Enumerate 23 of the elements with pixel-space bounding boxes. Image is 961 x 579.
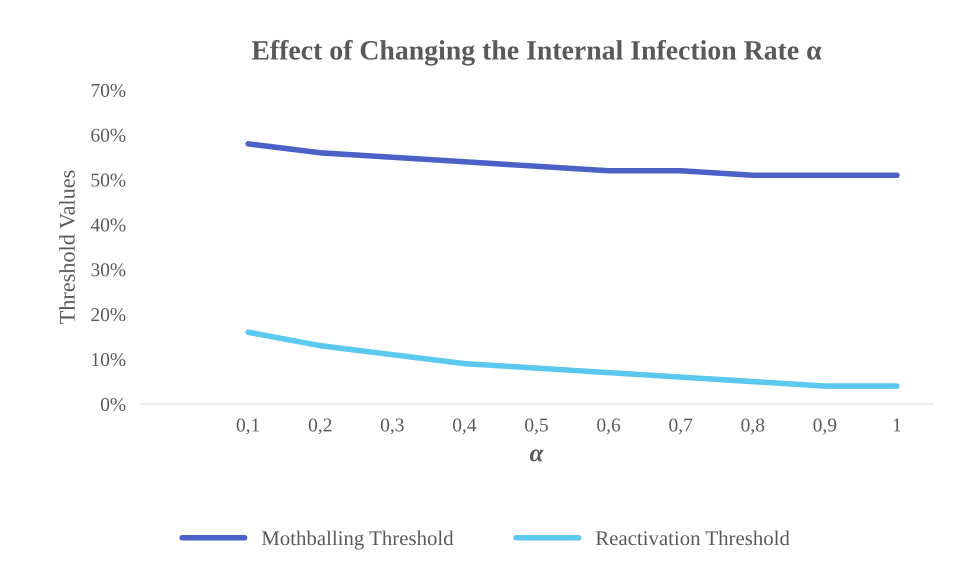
x-tick-label: 0,9 xyxy=(813,418,836,434)
y-tick-label: 0% xyxy=(100,398,126,411)
y-tick-label: 40% xyxy=(90,218,126,232)
chart-title: Effect of Changing the Internal Infection Rate α xyxy=(252,40,822,66)
legend-label: Reactivation Threshold xyxy=(596,530,790,546)
legend-label: Mothballing Threshold xyxy=(262,530,454,550)
x-tick-label: 0,2 xyxy=(308,418,332,434)
x-tick-label: 0,4 xyxy=(453,418,476,434)
x-tick-label: 0,1 xyxy=(236,418,260,434)
y-tick-label: 50% xyxy=(92,174,126,187)
y-axis-title: Threshold Values xyxy=(59,170,75,324)
y-tick-label: 10% xyxy=(92,352,126,366)
x-tick-label: 0,6 xyxy=(597,418,620,434)
x-tick-label: 0,7 xyxy=(669,418,692,434)
y-tick-label: 60% xyxy=(91,128,126,142)
x-tick-label: 1 xyxy=(894,418,901,432)
x-tick-label: 0,8 xyxy=(741,418,764,434)
y-tick-label: 70% xyxy=(92,84,126,97)
x-tick-label: 0,3 xyxy=(380,418,404,434)
y-tick-label: 20% xyxy=(91,308,126,322)
x-axis-title: α xyxy=(530,449,544,462)
x-tick-label: 0,5 xyxy=(525,418,548,434)
y-tick-label: 30% xyxy=(91,263,126,276)
